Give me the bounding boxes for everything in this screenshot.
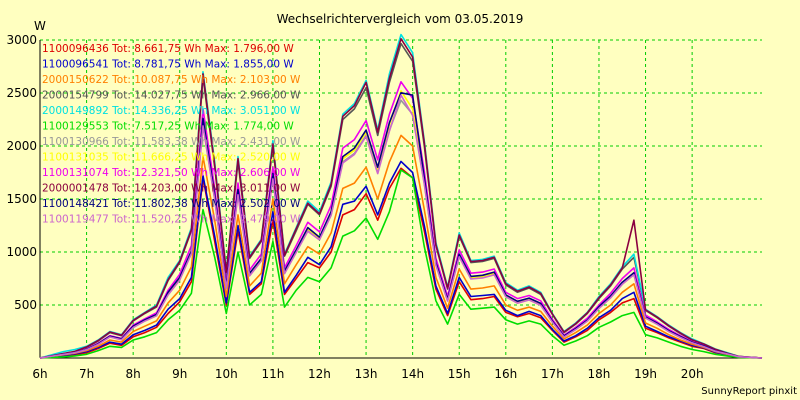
legend-entry-0: 1100096436 Tot: 8.661,75 Wh Max: 1.796,0… — [42, 43, 294, 55]
x-tick-label: 10h — [215, 367, 238, 381]
x-tick-label: 16h — [494, 367, 517, 381]
x-tick-label: 14h — [401, 367, 424, 381]
series-line-11 — [39, 94, 763, 359]
series-line-5 — [39, 169, 763, 359]
series-line-9 — [39, 37, 763, 359]
legend: 1100096436 Tot: 8.661,75 Wh Max: 1.796,0… — [42, 43, 301, 226]
series-line-2 — [39, 134, 763, 359]
y-axis-unit-label: W — [34, 19, 46, 33]
y-tick-label: 2500 — [6, 86, 37, 100]
y-tick-label: 3000 — [6, 33, 37, 47]
legend-entry-4: 2000149892 Tot: 14.336,25 Wh Max: 3.051,… — [42, 105, 301, 117]
x-tick-label: 9h — [172, 367, 187, 381]
x-tick-label: 11h — [261, 367, 284, 381]
x-tick-label: 7h — [79, 367, 94, 381]
y-tick-label: 2000 — [6, 139, 37, 153]
legend-entry-2: 2000150622 Tot: 10.087,75 Wh Max: 2.103,… — [42, 74, 301, 86]
x-tick-label: 6h — [32, 367, 47, 381]
x-tick-label: 8h — [126, 367, 141, 381]
legend-entry-5: 1100129553 Tot: 7.517,25 Wh Max: 1.774,0… — [42, 121, 294, 133]
legend-entry-8: 1100131074 Tot: 12.321,50 Wh Max: 2.606,… — [42, 167, 301, 179]
x-tick-label: 13h — [355, 367, 378, 381]
legend-entry-1: 1100096541 Tot: 8.781,75 Wh Max: 1.855,0… — [42, 59, 294, 71]
legend-entry-10: 1100148421 Tot: 11.802,38 Wh Max: 2.502,… — [42, 198, 301, 210]
y-tick-label: 1000 — [6, 245, 37, 259]
x-tick-label: 20h — [681, 367, 704, 381]
x-tick-label: 15h — [448, 367, 471, 381]
series-line-0 — [39, 167, 763, 359]
series-line-4 — [39, 33, 763, 359]
x-tick-label: 17h — [541, 367, 564, 381]
legend-entry-3: 2000154799 Tot: 14.027,75 Wh Max: 2.966,… — [42, 90, 301, 102]
legend-entry-6: 1100130966 Tot: 11.583,38 Wh Max: 2.431,… — [42, 136, 301, 148]
legend-entry-7: 1100131035 Tot: 11.666,25 Wh Max: 2.520,… — [42, 152, 301, 164]
series-line-10 — [39, 92, 763, 359]
legend-entry-9: 2000001478 Tot: 14.203,00 Wh Max: 3.011,… — [42, 183, 301, 195]
legend-entry-11: 1100119477 Tot: 11.520,25 Wh Max: 2.479,… — [42, 214, 301, 226]
chart-title: Wechselrichtervergleich vom 03.05.2019 — [277, 12, 524, 26]
y-tick-label: 1500 — [6, 192, 37, 206]
axis-layer: 500 1000 1500 2000 2500 3000 6h 7h 8h 9h 10h 11h 12h… — [6, 33, 762, 381]
x-tick-label: 12h — [308, 367, 331, 381]
y-tick-label: 500 — [14, 298, 37, 312]
x-tick-label: 19h — [634, 367, 657, 381]
series-line-8 — [39, 81, 763, 359]
x-tick-label: 18h — [588, 367, 611, 381]
series-layer — [39, 33, 763, 359]
footer-credit: SunnyReport pinxit — [701, 386, 797, 397]
series-line-1 — [39, 160, 763, 359]
